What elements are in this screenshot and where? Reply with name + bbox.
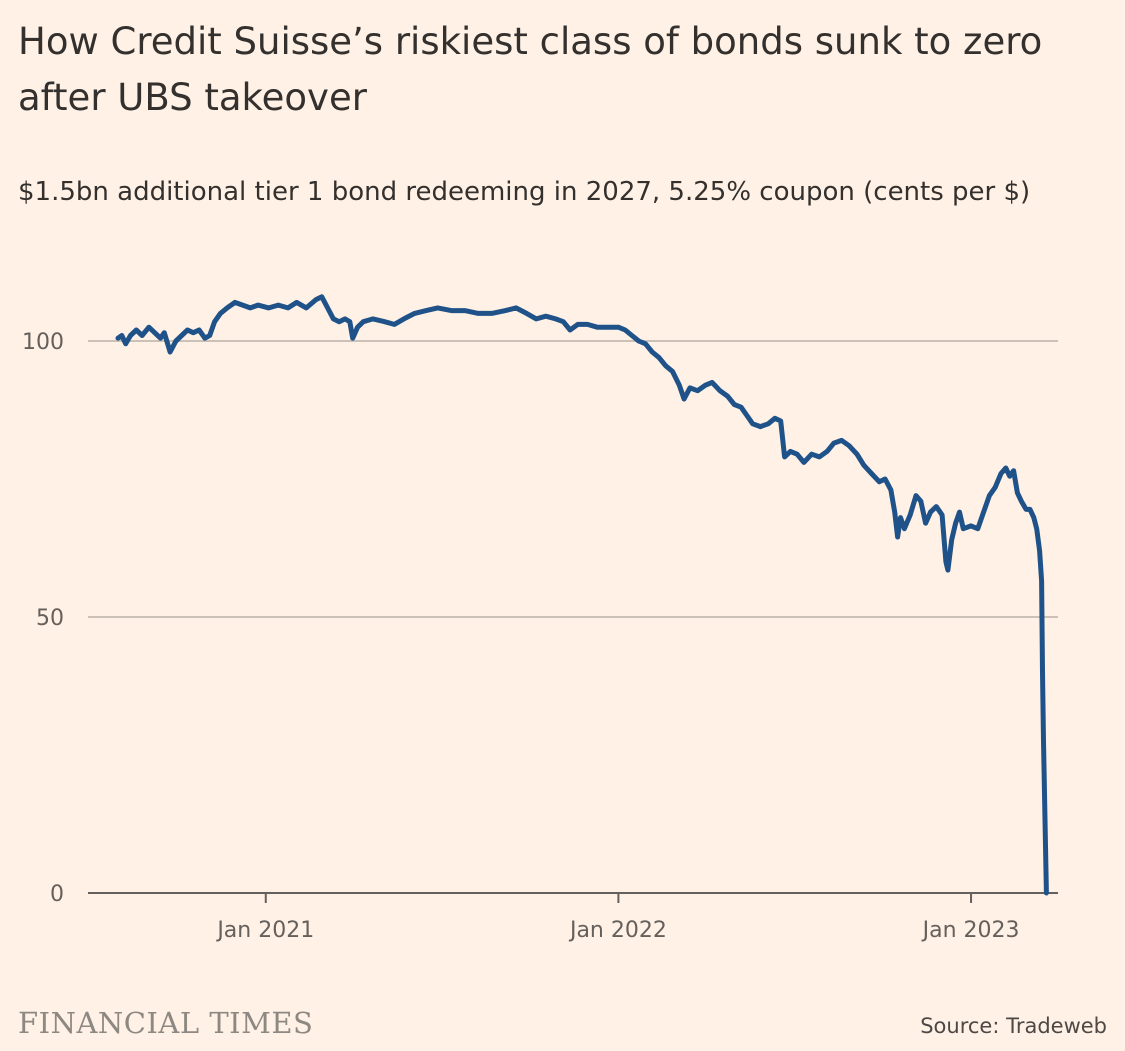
source-note: Source: Tradeweb [920, 1014, 1107, 1038]
chart-subtitle: $1.5bn additional tier 1 bond redeeming … [18, 177, 1031, 207]
y-tick-label-0: 0 [50, 882, 64, 907]
x-tick-label-1: Jan 2022 [568, 918, 667, 943]
x-tick-label-2: Jan 2023 [921, 918, 1020, 943]
chart-title: How Credit Suisse’s riskiest class of bo… [18, 20, 1043, 119]
x-tick-label-0: Jan 2021 [215, 918, 314, 943]
y-tick-label-100: 100 [22, 330, 64, 355]
grid-layer [88, 340, 1058, 618]
financial-times-logo: FINANCIAL TIMES [18, 1006, 314, 1040]
series-line-0 [115, 294, 1049, 896]
line-chart: 0 50 100 Jan 2021 Jan 2022 Jan 2023 [22, 294, 1058, 943]
axis-layer: 0 50 100 Jan 2021 Jan 2022 Jan 2023 [22, 330, 1058, 943]
y-tick-label-50: 50 [36, 606, 64, 631]
series-layer [115, 294, 1049, 896]
